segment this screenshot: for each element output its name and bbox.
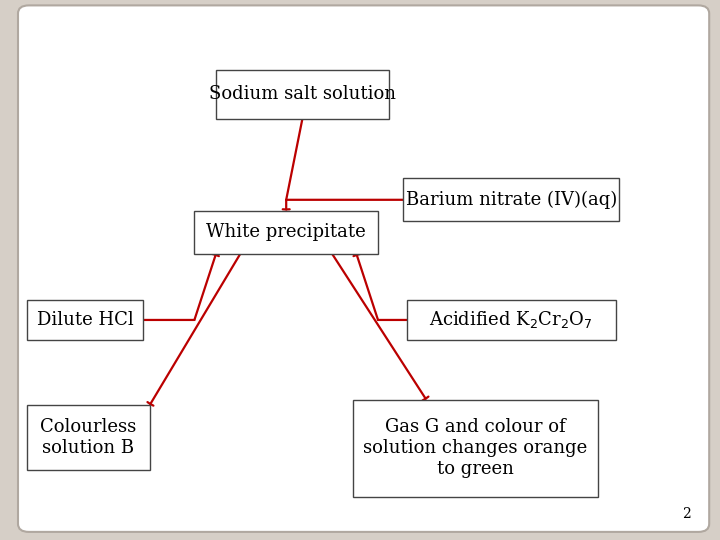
Bar	[27, 405, 150, 470]
Text: Colourless
solution B: Colourless solution B	[40, 418, 137, 457]
Text: White precipitate: White precipitate	[207, 223, 366, 241]
Text: Dilute HCl: Dilute HCl	[37, 311, 133, 329]
Text: Barium nitrate (IV)(aq): Barium nitrate (IV)(aq)	[405, 191, 617, 209]
Text: Acidified K$_2$Cr$_2$O$_7$: Acidified K$_2$Cr$_2$O$_7$	[429, 309, 593, 330]
Bar	[216, 70, 389, 119]
Bar	[353, 400, 598, 497]
Bar	[194, 211, 378, 254]
Text: Gas G and colour of
solution changes orange
to green: Gas G and colour of solution changes ora…	[363, 418, 588, 478]
Bar	[27, 300, 143, 340]
Text: Sodium salt solution: Sodium salt solution	[209, 85, 396, 104]
Bar	[407, 300, 616, 340]
Text: 2: 2	[683, 507, 691, 521]
FancyBboxPatch shape	[18, 5, 709, 532]
Bar	[403, 178, 619, 221]
